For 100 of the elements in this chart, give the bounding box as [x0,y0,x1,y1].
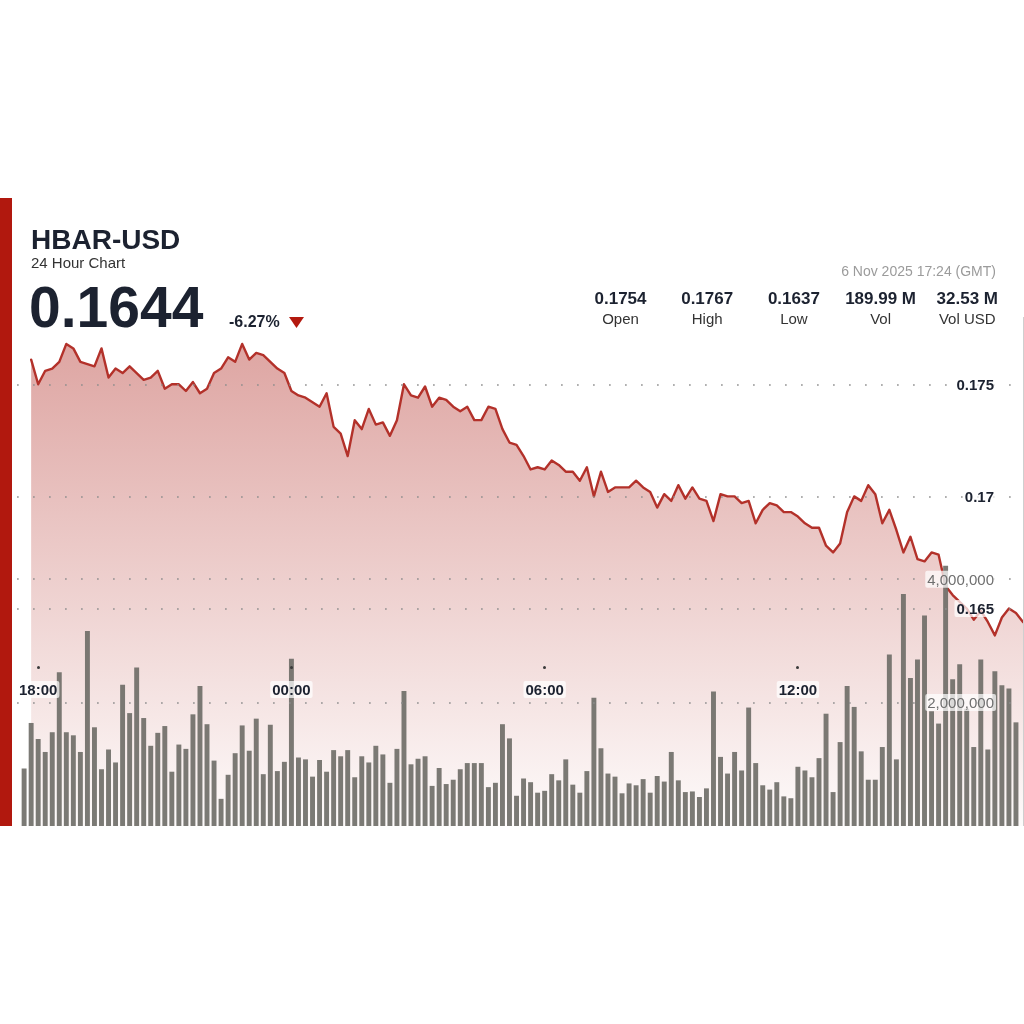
bar [851,706,857,826]
bar [781,796,787,826]
bar [879,747,885,826]
bar [767,789,773,826]
bar [718,756,723,826]
y2-tick-label: 4,000,000 [927,570,994,588]
bar [711,691,716,826]
annotation: Open [601,310,640,327]
bar [521,778,527,826]
bar [99,769,104,826]
bar [211,760,217,826]
bar [63,732,69,826]
bar [338,756,344,826]
bar [802,770,808,826]
bar [591,697,597,826]
bar [443,784,449,826]
bar [999,685,1005,826]
annotation: 0.1644 [29,275,204,339]
x-tick-label: 00:00 [272,681,311,698]
bar [155,732,161,826]
bar [689,791,695,826]
bar [281,761,287,826]
bar [267,724,273,826]
annotation: Low [779,310,809,327]
bar [549,774,555,826]
bar [127,713,133,826]
bar [317,759,323,826]
bar [732,751,738,826]
bar [964,708,970,826]
bar [746,707,752,826]
bar [92,727,97,826]
annotation: -6.27% [229,313,280,330]
bar [682,792,688,826]
bar [106,749,111,826]
bar [668,751,674,826]
bar [837,742,843,826]
bar [21,768,27,826]
bar [907,677,913,826]
bar [556,780,562,826]
bar [893,759,899,826]
text: 0.1637 [767,289,820,308]
bar [485,787,491,826]
annotation: High [690,310,724,327]
annotation: Vol [869,310,892,327]
bar [514,795,519,826]
bar [725,773,731,826]
bar [915,659,920,826]
bar [647,792,653,826]
bar [675,780,681,826]
bar [42,751,48,826]
bar [844,685,850,826]
bar [971,747,977,826]
bar [35,739,41,826]
y-tick-label: 0.17 [964,487,994,505]
text: 0.1767 [680,289,735,308]
bar [619,793,625,826]
text: 0.1754 [593,289,648,308]
bar [380,754,386,826]
chart-subtitle: 24 Hour Chart [31,254,126,271]
bar [858,751,864,826]
bar [260,774,266,826]
bar [303,759,308,826]
bar [788,798,794,826]
bar [457,769,463,826]
bar [324,771,330,826]
bar [422,756,428,826]
bar [696,797,702,826]
bar [563,759,569,826]
bar [373,745,379,826]
bar [1006,688,1012,826]
bar [584,771,590,826]
bar [246,750,252,826]
bar [640,779,646,826]
bar [499,724,505,826]
bar [865,779,871,826]
bar [345,750,351,826]
bar [535,792,541,826]
bar [633,785,639,826]
y-tick-label: 0.165 [956,600,994,617]
bar [570,784,576,826]
bar [774,782,780,826]
bar [113,762,119,826]
bar [225,774,231,826]
bar [542,790,548,826]
bar [760,785,766,826]
bar [77,751,83,826]
bar [478,763,484,826]
bar [232,753,238,826]
bar [49,732,55,826]
bar [703,788,709,826]
bar [359,756,365,826]
bar [295,757,301,826]
bar [886,654,892,826]
bar [992,671,998,826]
bar [830,792,836,826]
bar [190,714,196,826]
bar [176,744,182,826]
bar [70,735,76,826]
bar [528,782,534,826]
bar [120,684,126,826]
